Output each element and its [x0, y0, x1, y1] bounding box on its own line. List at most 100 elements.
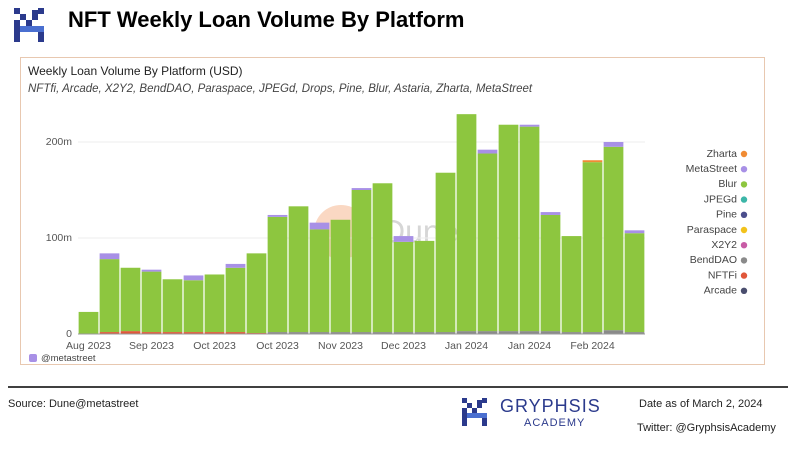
bar-segment — [120, 331, 141, 334]
bar-segment — [393, 332, 414, 334]
legend-swatch — [740, 211, 748, 218]
bar-segment — [477, 149, 498, 154]
x-tick-label: Jan 2024 — [445, 340, 488, 352]
chart-subtitle: NFTfi, Arcade, X2Y2, BendDAO, Paraspace,… — [28, 83, 533, 95]
bar-segment — [225, 263, 246, 268]
bar-segment — [435, 172, 456, 333]
bar-segment — [351, 332, 372, 334]
bar-segment — [330, 219, 351, 333]
bar-segment — [372, 183, 393, 333]
bar-segment — [624, 233, 645, 333]
legend-label: MetaStreet — [686, 163, 737, 175]
legend-label: Blur — [718, 178, 737, 190]
bar-segment — [162, 332, 183, 334]
legend-label: Paraspace — [687, 224, 737, 236]
bar-segment — [225, 332, 246, 334]
bar-segment — [141, 271, 162, 333]
bar-segment — [330, 332, 351, 334]
legend-swatch — [740, 242, 748, 249]
legend-label: JPEGd — [704, 193, 737, 205]
legend-swatch — [740, 257, 748, 264]
legend-label: BendDAO — [690, 254, 737, 266]
bar-segment — [498, 124, 519, 332]
x-tick-label: Sep 2023 — [129, 340, 174, 352]
x-tick-label: Feb 2024 — [570, 340, 615, 352]
legend-label: X2Y2 — [711, 239, 737, 251]
bar-segment — [540, 214, 561, 332]
bar-segment — [498, 331, 519, 334]
bar-segment — [204, 332, 225, 334]
footer-logo — [462, 398, 487, 426]
x-tick-label: Aug 2023 — [66, 340, 111, 352]
bar-segment — [183, 275, 204, 281]
bar-segment — [561, 236, 582, 333]
x-tick-label: Oct 2023 — [193, 340, 236, 352]
bar-segment — [309, 222, 330, 230]
footer-brand: GRYPHSIS — [500, 396, 601, 416]
footer-source: Source: Dune@metastreet — [8, 398, 138, 410]
legend-swatch — [740, 287, 748, 294]
bar-segment — [267, 214, 288, 217]
bar-segment — [204, 274, 225, 333]
y-tick-label: 100m — [46, 232, 73, 244]
page-title: NFT Weekly Loan Volume By Platform — [68, 7, 464, 32]
x-tick-label: Nov 2023 — [318, 340, 363, 352]
bar-segment — [435, 332, 456, 334]
bar-segment — [99, 332, 120, 334]
bar-segment — [141, 332, 162, 334]
bar-segment — [624, 332, 645, 334]
legend-label: Zharta — [707, 148, 738, 160]
bar-segment — [78, 311, 99, 334]
bar-segment — [393, 241, 414, 333]
bar-segment — [603, 146, 624, 331]
bar-segment — [477, 153, 498, 332]
legend-label: Pine — [716, 209, 737, 221]
legend-label: NFTFi — [708, 269, 737, 281]
footer-twitter: Twitter: @GryphsisAcademy — [637, 422, 776, 434]
legend-swatch — [740, 196, 748, 203]
bar-segment — [519, 124, 540, 127]
bar-segment — [603, 330, 624, 334]
x-tick-label: Jan 2024 — [508, 340, 551, 352]
bar-segment — [582, 160, 603, 163]
bar-segment — [414, 332, 435, 334]
legend-swatch — [740, 166, 748, 173]
bar-segment — [267, 332, 288, 334]
bar-segment — [393, 236, 414, 242]
bar-segment — [225, 267, 246, 333]
bar-segment — [477, 331, 498, 334]
bar-segment — [99, 253, 120, 260]
bar-segment — [120, 267, 141, 332]
source-icon — [29, 354, 37, 362]
x-tick-label: Oct 2023 — [256, 340, 299, 352]
logo — [14, 8, 44, 42]
legend-swatch — [740, 181, 748, 188]
chart-title: Weekly Loan Volume By Platform (USD) — [28, 64, 243, 78]
bar-segment — [141, 269, 162, 272]
bar-segment — [603, 142, 624, 147]
y-tick-label: 0 — [66, 328, 72, 340]
legend-swatch — [740, 272, 748, 279]
x-tick-label: Dec 2023 — [381, 340, 426, 352]
bar-segment — [162, 279, 183, 333]
bar-segment — [456, 114, 477, 332]
bar-segment — [99, 259, 120, 333]
bar-segment — [540, 331, 561, 334]
bar-segment — [183, 332, 204, 334]
bar-segment — [414, 240, 435, 333]
bar-segment — [309, 332, 330, 334]
footer-date: Date as of March 2, 2024 — [639, 398, 763, 410]
bar-segment — [267, 216, 288, 333]
bar-segment — [456, 331, 477, 334]
bar-segment — [351, 190, 372, 333]
bar-segment — [309, 229, 330, 333]
bar-segment — [288, 332, 309, 334]
bar-segment — [540, 212, 561, 215]
bar-segment — [624, 230, 645, 234]
bar-segment — [519, 126, 540, 332]
bar-segment — [582, 332, 603, 334]
footer-brand-sub: ACADEMY — [524, 417, 585, 429]
legend-swatch — [740, 226, 748, 234]
